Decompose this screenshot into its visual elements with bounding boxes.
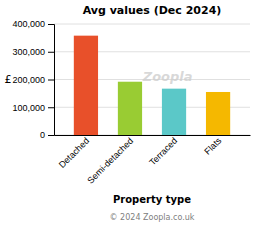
y-axis-line	[48, 25, 55, 136]
x-tick: Detached	[57, 135, 91, 170]
bar	[74, 36, 98, 135]
grid	[54, 24, 250, 135]
y-tick-mark	[48, 80, 54, 81]
bar	[206, 92, 230, 135]
title: Avg values (Dec 2024)	[83, 4, 222, 17]
y-axis: 0 100,000 200,000 300,000 400,000	[12, 19, 54, 140]
bar	[118, 82, 142, 135]
y-tick-label: 200,000	[12, 75, 45, 85]
watermark: Zoopla	[142, 69, 193, 84]
y-tick-label: 300,000	[12, 47, 45, 57]
y-tick: 100,000	[12, 103, 54, 113]
x-tick: Flats	[202, 135, 223, 157]
y-axis-label: £	[5, 73, 12, 86]
x-tick: Semi-detached	[85, 135, 135, 186]
chart: Zoopla 0 100,000 200,000 300,000 400,000 Detac…	[0, 0, 260, 225]
grid-line	[54, 24, 250, 25]
y-tick-mark	[48, 135, 54, 136]
y-tick: 0	[40, 130, 54, 140]
y-tick-label: 400,000	[12, 19, 45, 29]
x-tick: Terraced	[147, 135, 179, 168]
copyright: © 2024 Zoopla.co.uk	[110, 213, 195, 222]
x-tick-label: Semi-detached	[85, 136, 135, 186]
bar	[162, 89, 186, 135]
y-tick-mark	[48, 24, 54, 25]
y-tick-label: 100,000	[12, 103, 45, 113]
y-tick: 400,000	[12, 19, 54, 29]
x-tick-label: Detached	[57, 136, 91, 170]
plot: Zoopla 0 100,000 200,000 300,000 400,000 Detac…	[12, 19, 250, 185]
x-tick-label: Terraced	[147, 136, 179, 168]
y-tick: 200,000	[12, 75, 54, 85]
y-tick-mark	[48, 52, 54, 53]
bars	[74, 36, 230, 135]
y-tick-mark	[48, 107, 54, 108]
x-axis-label: Property type	[113, 194, 191, 205]
x-axis: DetachedSemi-detached Terraced Flats	[55, 135, 251, 186]
y-tick: 300,000	[12, 47, 54, 57]
y-tick-label: 0	[40, 130, 45, 140]
x-tick-label: Flats	[202, 135, 223, 156]
